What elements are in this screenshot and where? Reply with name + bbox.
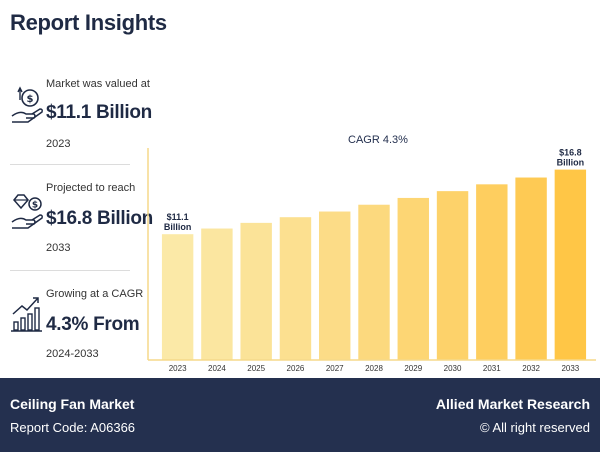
bar-chart: CAGR 4.3% 2023 2024 2025 2026 2027 2028 2029 20…: [147, 134, 596, 373]
bar-2025: [240, 222, 272, 360]
stat-market-value: $ Market was valued at $11.1 Billion 202…: [10, 74, 152, 154]
stat-year: 2023: [46, 138, 71, 150]
growth-chart-icon: [10, 294, 44, 334]
stat-label: Projected to reach: [46, 182, 136, 194]
report-code: Report Code: A06366: [10, 420, 136, 435]
bar-2027: [319, 211, 351, 360]
bar-2026: [279, 217, 312, 360]
page-title: Report Insights: [10, 10, 167, 35]
svg-text:$: $: [32, 201, 38, 211]
bar-2023: [161, 234, 194, 360]
divider: [10, 164, 130, 165]
x-tick-label: 2024: [208, 364, 226, 373]
divider: [10, 270, 130, 271]
bar-2024: [201, 228, 233, 360]
bar-2031: [476, 184, 508, 360]
svg-text:$: $: [27, 94, 34, 105]
stat-cagr: Growing at a CAGR 4.3% From 2024-2033: [10, 286, 143, 366]
stat-value: $11.1 Billion: [46, 102, 152, 123]
data-label: Billion: [164, 222, 192, 232]
x-tick-label: 2032: [522, 364, 540, 373]
x-tick-label: 2033: [561, 364, 579, 373]
data-label: Billion: [557, 158, 585, 168]
x-tick-label: 2028: [365, 364, 383, 373]
x-tick-label: 2029: [404, 364, 422, 373]
x-tick-label: 2025: [247, 364, 265, 373]
stat-label: Market was valued at: [46, 78, 150, 90]
stat-label: Growing at a CAGR: [46, 288, 144, 300]
x-tick-label: 2023: [169, 364, 187, 373]
diamond-coin-hand-icon: $: [10, 192, 44, 232]
x-tick-label: 2027: [326, 364, 344, 373]
cagr-annotation: CAGR 4.3%: [348, 134, 408, 146]
bar-2028: [358, 204, 390, 360]
bar-2030: [436, 191, 469, 360]
copyright-text: © All right reserved: [479, 420, 590, 435]
stat-projected-value: $ Projected to reach $16.8 Billion 2033: [10, 180, 153, 260]
footer-bar: Ceiling Fan Market Report Code: A06366 A…: [0, 378, 600, 452]
bar-2029: [397, 197, 429, 360]
stat-value: 4.3% From: [46, 314, 140, 335]
data-label: $16.8: [559, 148, 582, 158]
stat-year: 2024-2033: [46, 348, 99, 360]
x-tick-label: 2026: [287, 364, 305, 373]
bar-2032: [515, 177, 547, 360]
data-label: $11.1: [167, 212, 189, 222]
stat-year: 2033: [46, 242, 71, 254]
x-tick-label: 2030: [444, 364, 462, 373]
bar-2033: [554, 169, 587, 360]
stat-value: $16.8 Billion: [46, 208, 153, 229]
money-hand-icon: $: [10, 86, 44, 126]
x-tick-label: 2031: [483, 364, 501, 373]
market-name: Ceiling Fan Market: [10, 396, 135, 412]
brand-name: Allied Market Research: [435, 396, 590, 412]
